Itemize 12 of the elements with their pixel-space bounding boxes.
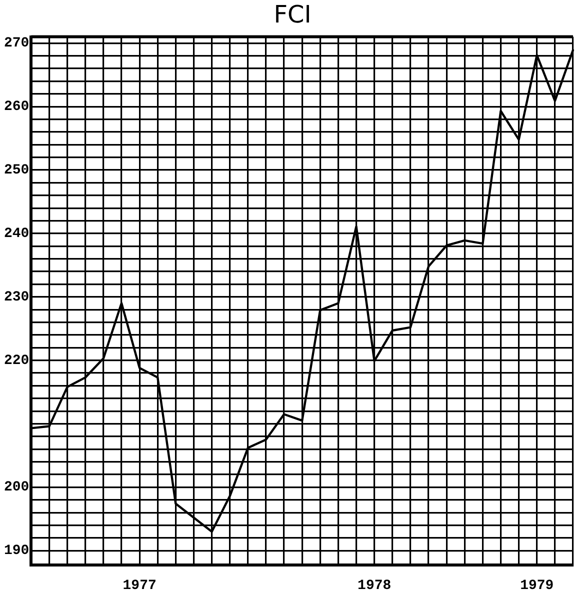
y-tick-label: 230 bbox=[4, 289, 30, 306]
y-tick-label: 260 bbox=[4, 99, 30, 116]
y-tick-label: 220 bbox=[4, 352, 30, 369]
y-tick-label: 240 bbox=[4, 226, 30, 242]
y-tick-label: 200 bbox=[4, 480, 30, 496]
y-tick-label: 270 bbox=[4, 36, 30, 52]
chart-title: FCI bbox=[274, 0, 312, 29]
x-tick-label: 1978 bbox=[358, 578, 392, 594]
y-tick-label: 250 bbox=[4, 162, 30, 179]
x-tick-label: 1977 bbox=[122, 578, 156, 594]
y-tick-label: 190 bbox=[4, 543, 30, 560]
x-tick-label: 1979 bbox=[520, 578, 554, 594]
